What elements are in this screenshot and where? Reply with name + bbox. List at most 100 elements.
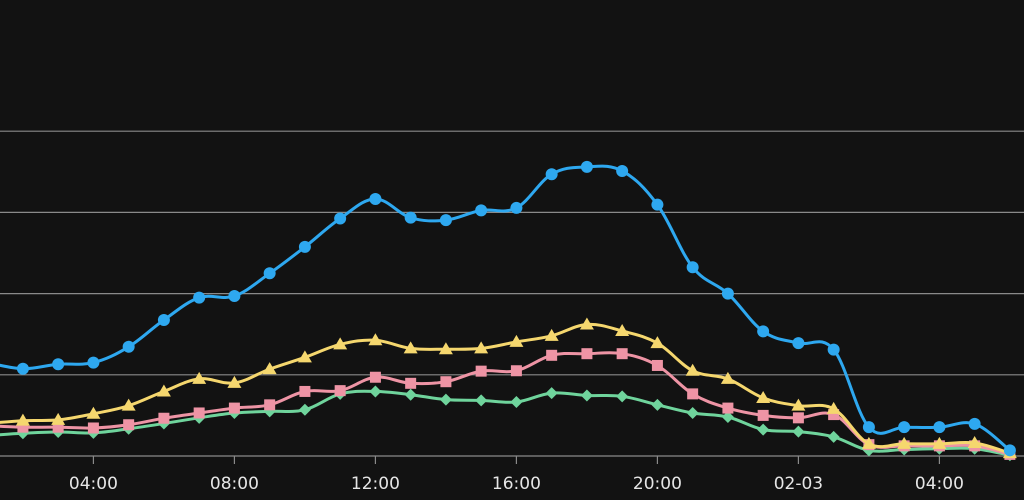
data-point-square [334,385,346,397]
data-point-diamond [651,398,664,411]
data-point-diamond [510,396,523,409]
data-point-triangle [509,334,524,347]
series-layer [0,160,1017,462]
data-point-triangle [791,398,806,411]
data-point-triangle [297,350,312,363]
data-point-circle [510,201,523,214]
data-point-square [440,376,452,388]
x-tick-label: 16:00 [492,474,541,494]
data-point-diamond [827,430,840,443]
x-tick-label: 04:00 [915,474,964,494]
x-tick-label: 12:00 [351,474,400,494]
data-point-square [475,365,487,377]
data-point-circle [1003,444,1016,457]
data-point-circle [792,337,805,350]
data-point-square [158,412,170,424]
data-point-square [193,407,205,419]
data-point-triangle [967,436,982,449]
data-point-diamond [580,389,593,402]
data-point-circle [616,164,629,177]
data-point-triangle [368,333,383,346]
data-point-circle [16,362,29,375]
data-point-diamond [721,411,734,424]
data-point-triangle [544,328,559,341]
data-point-triangle [474,341,489,354]
data-point-square [687,388,699,400]
series-line [0,164,1012,452]
data-point-square [369,371,381,383]
data-point-square [228,402,240,414]
data-point-triangle [262,362,277,375]
data-point-circle [968,417,981,430]
data-point-triangle [897,436,912,449]
data-point-circle [475,204,488,217]
data-point-triangle [192,371,207,384]
data-point-triangle [579,317,594,330]
data-point-diamond [475,394,488,407]
x-axis: 04:00 08:00 12:00 16:00 20:00 02-03 04:00 [69,456,964,494]
data-point-square [87,422,99,434]
data-point-circle [757,325,770,338]
x-tick-label: 04:00 [69,474,118,494]
data-point-square [792,412,804,424]
data-point-square [405,377,417,389]
data-point-diamond [545,387,558,400]
data-point-circle [87,356,100,369]
data-point-square [264,399,276,411]
data-point-diamond [369,385,382,398]
data-point-square [757,409,769,421]
data-point-circle [721,287,734,300]
data-point-square [651,359,663,371]
data-point-square [17,421,29,433]
data-point-diamond [616,390,629,403]
data-point-circle [545,168,558,181]
x-tick-label: 20:00 [633,474,682,494]
data-point-diamond [404,388,417,401]
data-point-circle [651,198,664,211]
data-point-triangle [156,384,171,397]
data-point-triangle [720,371,735,384]
data-point-triangle [438,342,453,355]
data-point-circle [580,160,593,173]
data-point-circle [933,421,946,434]
data-point-triangle [121,398,136,411]
data-point-circle [228,290,241,303]
grid-layer [0,130,1024,457]
data-point-square [546,349,558,361]
data-point-triangle [403,341,418,354]
data-point-triangle [756,390,771,403]
series-line [0,322,1012,455]
data-point-circle [898,421,911,434]
data-point-diamond [792,425,805,438]
data-point-triangle [826,401,841,414]
data-point-circle [827,343,840,356]
data-point-square [510,365,522,377]
data-point-circle [122,340,135,353]
data-point-triangle [685,363,700,376]
data-point-square [52,421,64,433]
data-point-circle [193,291,206,304]
data-point-diamond [757,423,770,436]
data-point-square [616,348,628,360]
data-point-triangle [932,436,947,449]
data-point-diamond [439,393,452,406]
data-point-triangle [333,337,348,350]
data-point-circle [439,214,452,227]
data-point-circle [862,421,875,434]
data-point-triangle [51,412,66,425]
data-point-triangle [86,406,101,419]
data-point-circle [157,313,170,326]
data-point-triangle [650,336,665,349]
data-point-circle [369,193,382,206]
series-square [0,348,1016,460]
data-point-circle [298,240,311,253]
data-point-diamond [686,406,699,419]
series-line [0,389,1012,457]
data-point-triangle [227,375,242,388]
data-point-triangle [615,323,630,336]
data-point-square [581,348,593,360]
x-tick-label: 02-03 [774,474,823,494]
data-point-triangle [861,436,876,449]
